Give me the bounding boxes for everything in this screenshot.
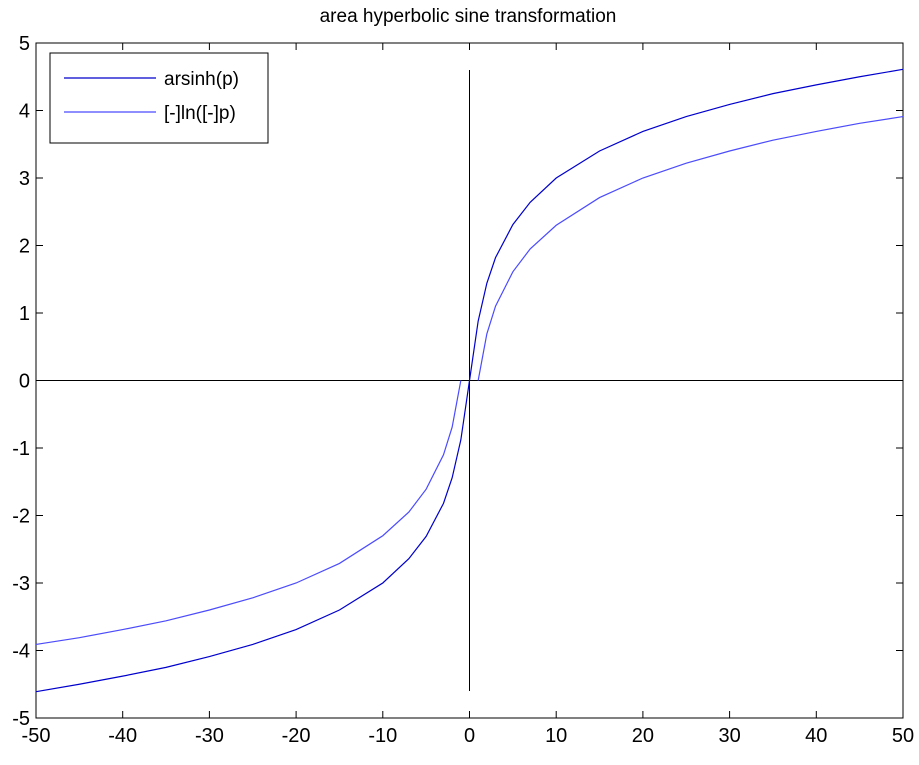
- series-line-1: [35, 68, 904, 693]
- y-tick-label: 3: [19, 168, 30, 190]
- y-tick-label: -3: [12, 573, 30, 595]
- y-tick-label: -2: [12, 506, 30, 528]
- x-tick-label: 40: [805, 725, 827, 747]
- x-tick-label: -20: [282, 725, 311, 747]
- y-ticks: -5 -4 -3 -2 -1 0 1 2 3 4 5: [12, 33, 903, 730]
- legend-box: [49, 52, 269, 144]
- x-tick-label: 50: [892, 725, 914, 747]
- series-line-2: [35, 115, 904, 646]
- x-ticks: -50 -40 -30 -20 -10 0 10 20 30 40 50: [22, 43, 914, 747]
- legend: arsinh(p) [-]ln([-]p): [49, 52, 269, 144]
- x-tick-label: -30: [195, 725, 224, 747]
- x-tick-label: -50: [22, 725, 51, 747]
- y-tick-label: 5: [19, 33, 30, 55]
- series-group: [35, 68, 904, 693]
- y-tick-label: -5: [12, 708, 30, 730]
- x-tick-label: 30: [718, 725, 740, 747]
- x-tick-label: -10: [368, 725, 397, 747]
- y-tick-label: 1: [19, 303, 30, 325]
- legend-label-2: [-]ln([-]p): [164, 103, 236, 124]
- y-tick-label: 2: [19, 236, 30, 258]
- chart-title: area hyperbolic sine transformation: [320, 6, 617, 27]
- legend-label-1: arsinh(p): [164, 69, 239, 90]
- y-tick-label: 4: [19, 101, 30, 123]
- y-tick-label: 0: [19, 371, 30, 393]
- x-tick-label: 20: [632, 725, 654, 747]
- x-tick-label: 10: [545, 725, 567, 747]
- y-tick-label: -4: [12, 641, 30, 663]
- y-tick-label: -1: [12, 438, 30, 460]
- x-tick-label: -40: [108, 725, 137, 747]
- x-tick-label: 0: [464, 725, 475, 747]
